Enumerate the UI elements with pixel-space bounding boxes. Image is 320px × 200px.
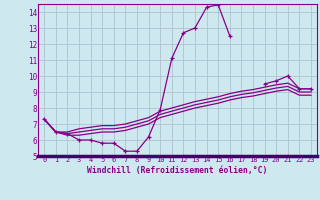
X-axis label: Windchill (Refroidissement éolien,°C): Windchill (Refroidissement éolien,°C) xyxy=(87,166,268,175)
